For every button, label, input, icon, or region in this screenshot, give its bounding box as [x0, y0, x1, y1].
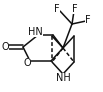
Text: F: F — [54, 4, 60, 14]
Text: O: O — [1, 42, 9, 52]
Text: NH: NH — [56, 73, 70, 83]
Text: HN: HN — [28, 27, 42, 37]
Text: F: F — [72, 4, 78, 14]
Text: O: O — [23, 58, 31, 68]
Text: F: F — [85, 15, 91, 25]
